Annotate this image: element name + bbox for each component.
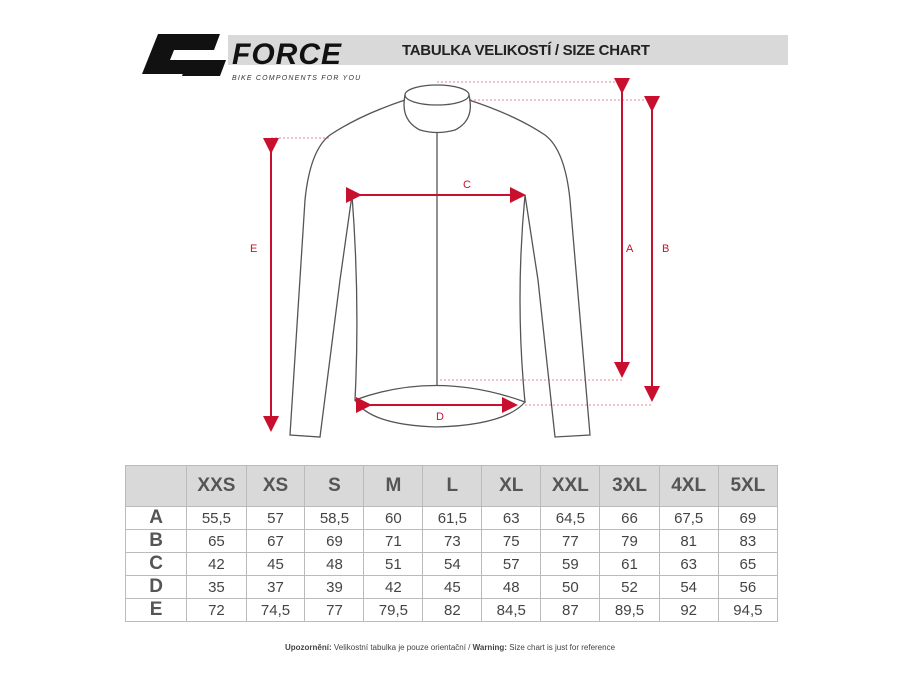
table-cell: 57 bbox=[481, 552, 542, 576]
note-cz-text: Velikostní tabulka je pouze orientační / bbox=[331, 643, 473, 652]
label-d: D bbox=[436, 411, 444, 423]
table-cell: 69 bbox=[304, 529, 365, 553]
table-cell: 66 bbox=[599, 506, 660, 530]
size-table: XXS XS S M L XL XXL 3XL 4XL 5XL A 55,5 57 5… bbox=[124, 465, 779, 622]
table-row: B 65 67 69 71 73 75 77 79 81 83 bbox=[124, 529, 779, 553]
table-cell: 55,5 bbox=[186, 506, 247, 530]
table-cell: 35 bbox=[186, 575, 247, 599]
table-cell: 51 bbox=[363, 552, 424, 576]
table-cell: 82 bbox=[422, 598, 483, 622]
table-cell: 42 bbox=[186, 552, 247, 576]
jersey-outline bbox=[289, 84, 591, 438]
table-cell: 77 bbox=[304, 598, 365, 622]
size-header: M bbox=[363, 465, 424, 507]
table-cell: 87 bbox=[540, 598, 601, 622]
table-cell: 45 bbox=[245, 552, 306, 576]
table-cell: 65 bbox=[186, 529, 247, 553]
table-cell: 71 bbox=[363, 529, 424, 553]
table-cell: 52 bbox=[599, 575, 660, 599]
table-cell: 63 bbox=[481, 506, 542, 530]
row-label: C bbox=[124, 552, 188, 576]
table-cell: 54 bbox=[422, 552, 483, 576]
table-cell: 79 bbox=[599, 529, 660, 553]
size-header: XXS bbox=[186, 465, 247, 507]
table-cell: 67,5 bbox=[658, 506, 719, 530]
table-cell: 89,5 bbox=[599, 598, 660, 622]
table-cell: 72 bbox=[186, 598, 247, 622]
table-row: E 72 74,5 77 79,5 82 84,5 87 89,5 92 94,5 bbox=[124, 598, 779, 622]
brand-tagline: BIKE COMPONENTS FOR YOU bbox=[232, 75, 362, 82]
table-row: D 35 37 39 42 45 48 50 52 54 56 bbox=[124, 575, 779, 599]
size-header: L bbox=[422, 465, 483, 507]
table-cell: 79,5 bbox=[363, 598, 424, 622]
label-a: A bbox=[626, 243, 634, 255]
table-cell: 50 bbox=[540, 575, 601, 599]
table-cell: 37 bbox=[245, 575, 306, 599]
brand-name: FORCE bbox=[232, 38, 342, 71]
table-cell: 77 bbox=[540, 529, 601, 553]
table-cell: 81 bbox=[658, 529, 719, 553]
label-e: E bbox=[250, 243, 257, 255]
table-cell: 65 bbox=[717, 552, 779, 576]
table-cell: 61,5 bbox=[422, 506, 483, 530]
note-cz-label: Upozornění: bbox=[284, 643, 332, 652]
table-cell: 74,5 bbox=[245, 598, 306, 622]
table-cell: 59 bbox=[540, 552, 601, 576]
title-bar bbox=[228, 35, 788, 65]
corner-cell bbox=[124, 465, 188, 507]
size-header: XXL bbox=[540, 465, 601, 507]
row-label: E bbox=[124, 598, 188, 622]
table-cell: 58,5 bbox=[304, 506, 365, 530]
size-header: 3XL bbox=[599, 465, 660, 507]
table-cell: 67 bbox=[245, 529, 306, 553]
size-header: S bbox=[304, 465, 365, 507]
table-cell: 73 bbox=[422, 529, 483, 553]
row-label: D bbox=[124, 575, 188, 599]
table-cell: 83 bbox=[717, 529, 779, 553]
jersey-diagram: E A B C D bbox=[250, 78, 669, 438]
table-cell: 63 bbox=[658, 552, 719, 576]
table-cell: 57 bbox=[245, 506, 306, 530]
row-label: B bbox=[124, 529, 188, 553]
warning-note: Upozornění: Velikostní tabulka je pouze … bbox=[0, 643, 900, 652]
table-cell: 54 bbox=[658, 575, 719, 599]
table-cell: 56 bbox=[717, 575, 779, 599]
size-header: 4XL bbox=[658, 465, 719, 507]
table-cell: 69 bbox=[717, 506, 779, 530]
note-en-text: Size chart is just for reference bbox=[506, 643, 616, 652]
measure-arrows bbox=[263, 78, 660, 432]
table-row: C 42 45 48 51 54 57 59 61 63 65 bbox=[124, 552, 779, 576]
table-cell: 61 bbox=[599, 552, 660, 576]
page-title: TABULKA VELIKOSTÍ / SIZE CHART bbox=[402, 42, 650, 59]
table-cell: 64,5 bbox=[540, 506, 601, 530]
label-c: C bbox=[463, 179, 471, 191]
size-header: XL bbox=[481, 465, 542, 507]
table-cell: 94,5 bbox=[717, 598, 779, 622]
table-cell: 39 bbox=[304, 575, 365, 599]
table-cell: 75 bbox=[481, 529, 542, 553]
table-row: A 55,5 57 58,5 60 61,5 63 64,5 66 67,5 69 bbox=[124, 506, 779, 530]
table-cell: 60 bbox=[363, 506, 424, 530]
size-header-row: XXS XS S M L XL XXL 3XL 4XL 5XL bbox=[124, 465, 779, 507]
table-cell: 92 bbox=[658, 598, 719, 622]
table-cell: 84,5 bbox=[481, 598, 542, 622]
size-header: XS bbox=[245, 465, 306, 507]
note-en-label: Warning: bbox=[472, 643, 507, 652]
size-header: 5XL bbox=[717, 465, 779, 507]
force-logo-icon bbox=[142, 34, 226, 76]
row-label: A bbox=[124, 506, 188, 530]
table-cell: 48 bbox=[304, 552, 365, 576]
table-cell: 42 bbox=[363, 575, 424, 599]
table-cell: 45 bbox=[422, 575, 483, 599]
label-b: B bbox=[662, 243, 669, 255]
table-cell: 48 bbox=[481, 575, 542, 599]
